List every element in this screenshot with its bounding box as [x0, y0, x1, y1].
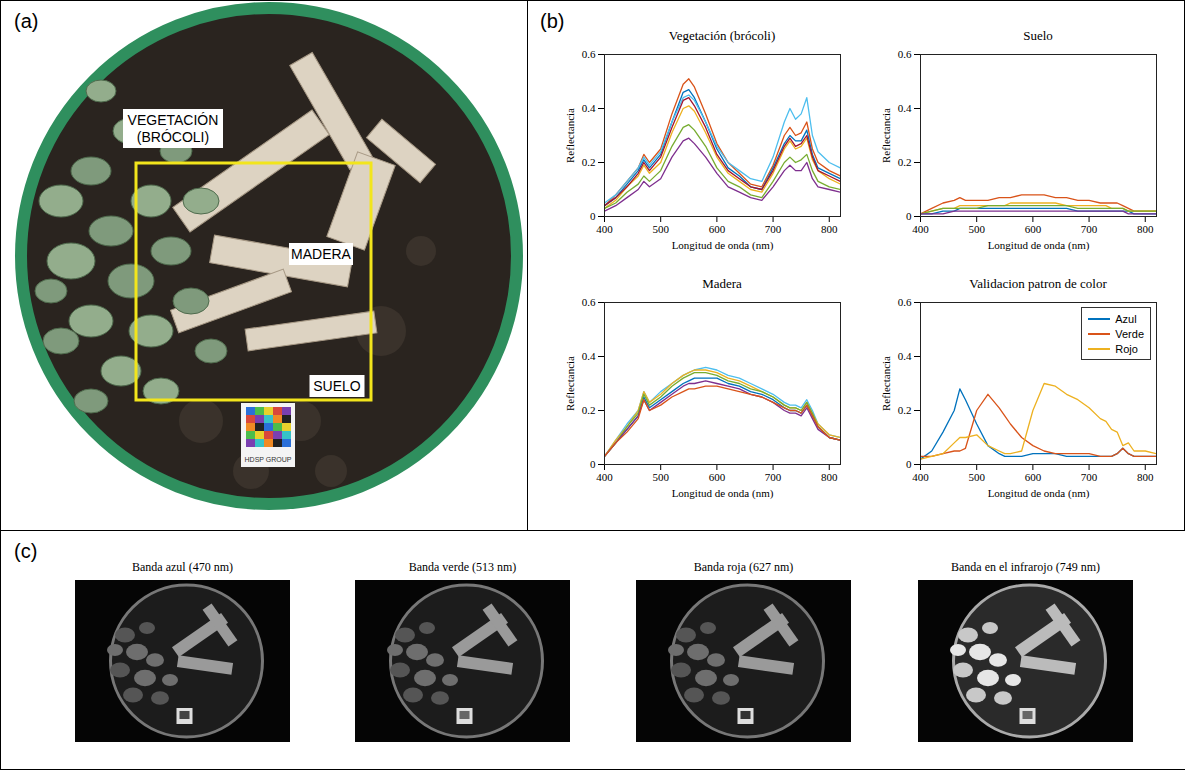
svg-text:800: 800 — [1137, 471, 1154, 483]
svg-text:700: 700 — [1081, 471, 1098, 483]
svg-text:(BRÓCOLI): (BRÓCOLI) — [137, 129, 209, 145]
svg-text:VEGETACIÓN: VEGETACIÓN — [128, 112, 219, 128]
html-text:Banda verde (513 nm): Banda verde (513 nm) — [408, 560, 517, 574]
svg-text:0.4: 0.4 — [582, 350, 596, 362]
svg-text:800: 800 — [821, 223, 838, 235]
svg-text:500: 500 — [968, 471, 985, 483]
svg-text:500: 500 — [652, 471, 669, 483]
svg-text:0.6: 0.6 — [582, 296, 596, 308]
svg-text:0.6: 0.6 — [898, 48, 912, 60]
svg-text:SUELO: SUELO — [313, 378, 361, 394]
html-text:Validacion patron de color: Validacion patron de color — [969, 276, 1107, 291]
svg-text:0.6: 0.6 — [582, 48, 596, 60]
html-text:(c): (c) — [14, 540, 38, 562]
svg-text:0.4: 0.4 — [898, 350, 912, 362]
svg-text:MADERA: MADERA — [291, 246, 352, 262]
svg-text:400: 400 — [596, 223, 613, 235]
svg-text:600: 600 — [1025, 223, 1042, 235]
svg-text:600: 600 — [709, 471, 726, 483]
svg-text:700: 700 — [765, 223, 782, 235]
svg-text:800: 800 — [821, 471, 838, 483]
svg-text:400: 400 — [912, 471, 929, 483]
svg-text:400: 400 — [596, 471, 613, 483]
html-text:Banda en el infrarojo (749 nm): Banda en el infrarojo (749 nm) — [951, 560, 1100, 574]
svg-text:Longitud de onda (nm): Longitud de onda (nm) — [988, 239, 1090, 252]
html-text:Rojo: Rojo — [1115, 342, 1138, 355]
svg-text:0.4: 0.4 — [898, 102, 912, 114]
svg-text:Longitud de onda (nm): Longitud de onda (nm) — [672, 239, 774, 252]
svg-text:Reflectancia: Reflectancia — [880, 356, 892, 411]
svg-text:0.2: 0.2 — [582, 156, 596, 168]
svg-text:600: 600 — [1025, 471, 1042, 483]
svg-text:0.2: 0.2 — [582, 404, 596, 416]
svg-text:800: 800 — [1137, 223, 1154, 235]
svg-text:700: 700 — [765, 471, 782, 483]
svg-text:0: 0 — [906, 458, 912, 470]
svg-text:500: 500 — [968, 223, 985, 235]
svg-text:Longitud de onda (nm): Longitud de onda (nm) — [672, 487, 774, 500]
html-text:Madera: Madera — [702, 276, 742, 291]
svg-text:400: 400 — [912, 223, 929, 235]
svg-text:HDSP GROUP: HDSP GROUP — [245, 456, 292, 463]
svg-text:0.2: 0.2 — [898, 404, 912, 416]
html-text:Azul: Azul — [1115, 312, 1137, 325]
html-text:Suelo: Suelo — [1023, 28, 1053, 43]
svg-text:600: 600 — [709, 223, 726, 235]
svg-text:Longitud de onda (nm): Longitud de onda (nm) — [988, 487, 1090, 500]
html-text:Banda azul (470 nm): Banda azul (470 nm) — [132, 560, 233, 574]
svg-text:Reflectancia: Reflectancia — [880, 108, 892, 163]
html-text:Banda roja (627 nm): Banda roja (627 nm) — [693, 560, 794, 574]
svg-text:500: 500 — [652, 223, 669, 235]
svg-text:0: 0 — [590, 458, 596, 470]
svg-text:0: 0 — [906, 210, 912, 222]
svg-text:700: 700 — [1081, 223, 1098, 235]
html-text:(a): (a) — [14, 10, 39, 32]
svg-text:0: 0 — [590, 210, 596, 222]
html-text:Verde: Verde — [1115, 327, 1144, 340]
svg-text:0.2: 0.2 — [898, 156, 912, 168]
html-text:Vegetación (brócoli): Vegetación (brócoli) — [668, 28, 776, 43]
svg-text:0.4: 0.4 — [582, 102, 596, 114]
svg-text:Reflectancia: Reflectancia — [564, 356, 576, 411]
svg-text:0.6: 0.6 — [898, 296, 912, 308]
svg-text:Reflectancia: Reflectancia — [564, 108, 576, 163]
html-text:(b): (b) — [540, 10, 565, 32]
